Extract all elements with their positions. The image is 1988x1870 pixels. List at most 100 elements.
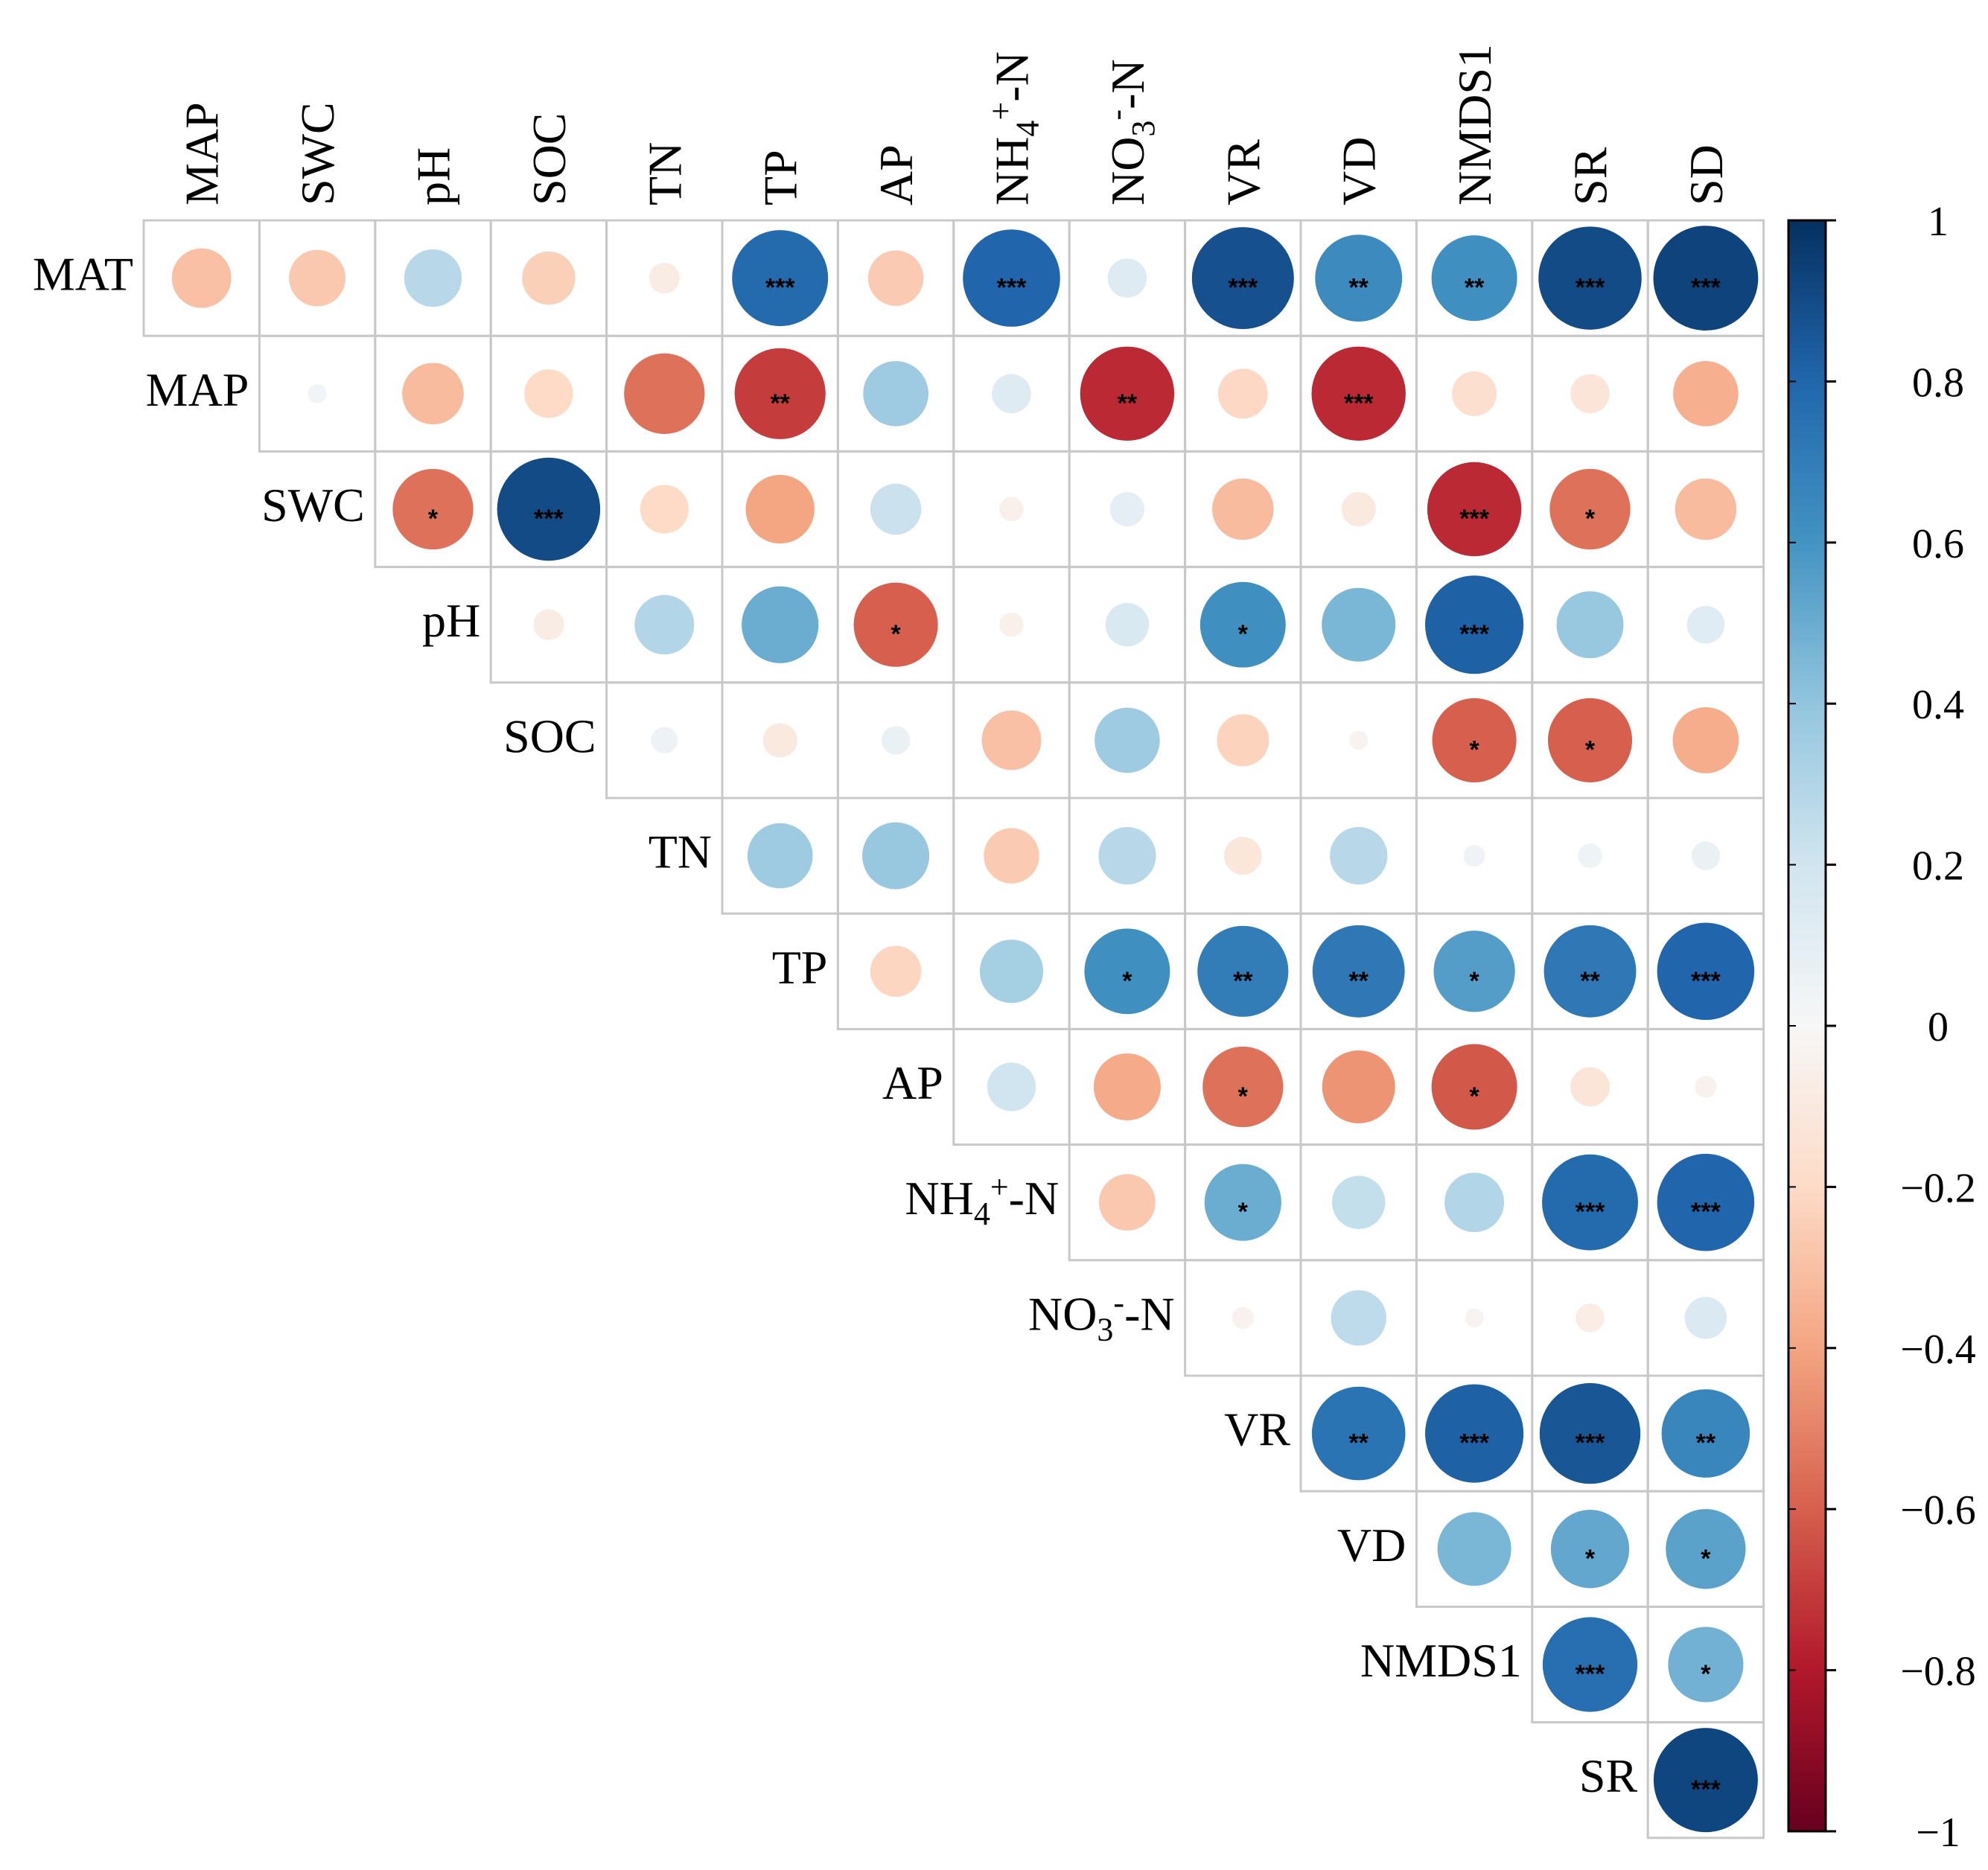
correlation-circle bbox=[1570, 374, 1610, 414]
correlation-circle bbox=[1202, 1046, 1284, 1128]
correlation-circle bbox=[1686, 605, 1725, 644]
colorbar-tick-label: 1 bbox=[1928, 199, 1949, 245]
correlation-circle bbox=[1098, 1174, 1156, 1231]
correlation-circle bbox=[870, 483, 922, 535]
significance-mark: *** bbox=[1691, 1775, 1721, 1804]
significance-mark: * bbox=[1238, 1198, 1249, 1226]
correlation-circle bbox=[1556, 591, 1624, 659]
correlation-circle bbox=[1191, 227, 1294, 330]
significance-mark: ** bbox=[1580, 967, 1600, 995]
column-label: NO3--N bbox=[1098, 59, 1162, 205]
significance-mark: *** bbox=[1459, 1429, 1489, 1458]
significance-mark: ** bbox=[1348, 274, 1369, 302]
correlation-circle bbox=[979, 939, 1044, 1003]
significance-marks: *** *** *** ** ** *** ***** ** **** *** *** ** * ****… bbox=[428, 274, 1721, 1804]
column-label: SOC bbox=[523, 113, 576, 206]
correlation-circle bbox=[1672, 706, 1739, 773]
correlation-circle bbox=[1578, 843, 1602, 868]
column-label: AP bbox=[870, 144, 923, 205]
significance-mark: ** bbox=[1233, 967, 1253, 995]
significance-mark: ** bbox=[1348, 967, 1369, 995]
significance-mark: *** bbox=[1459, 620, 1489, 648]
correlation-circle bbox=[984, 828, 1039, 884]
column-label: pH bbox=[407, 147, 460, 205]
column-label: VD bbox=[1333, 137, 1386, 205]
correlation-circle bbox=[1675, 478, 1737, 540]
correlation-circle bbox=[1549, 468, 1631, 550]
correlation-circle bbox=[1217, 714, 1269, 767]
correlation-circle bbox=[533, 609, 564, 640]
row-label: NMDS1 bbox=[1360, 1634, 1522, 1687]
correlation-circle bbox=[742, 586, 819, 663]
correlation-circle bbox=[1217, 368, 1268, 419]
correlation-circle bbox=[745, 474, 815, 544]
correlation-circle bbox=[1547, 698, 1633, 782]
correlation-circle bbox=[1200, 581, 1286, 668]
correlation-circle bbox=[640, 485, 689, 534]
significance-mark: ** bbox=[1118, 389, 1138, 418]
significance-mark: *** bbox=[765, 274, 795, 302]
correlation-circle bbox=[1084, 928, 1170, 1015]
correlation-circle bbox=[1653, 226, 1759, 331]
correlation-circle bbox=[1330, 826, 1388, 885]
correlation-circle bbox=[1465, 1308, 1484, 1328]
correlation-circle bbox=[1538, 226, 1642, 330]
correlation-circle bbox=[1349, 730, 1369, 750]
row-label: TN bbox=[649, 826, 712, 878]
row-label: pH bbox=[422, 594, 480, 647]
colorbar-tick-label: −0.2 bbox=[1900, 1165, 1976, 1211]
row-label: SWC bbox=[261, 479, 365, 532]
correlation-circle bbox=[881, 726, 911, 755]
correlation-circle bbox=[1432, 698, 1517, 782]
correlation-circle bbox=[392, 468, 474, 550]
correlation-circle bbox=[1431, 1044, 1517, 1130]
correlation-circle bbox=[1315, 234, 1403, 322]
correlation-circle bbox=[1691, 841, 1721, 870]
correlation-circle bbox=[1570, 1067, 1610, 1107]
significance-mark: *** bbox=[1576, 1198, 1605, 1226]
significance-mark: *** bbox=[1228, 274, 1258, 302]
correlation-circle bbox=[1212, 478, 1274, 540]
significance-mark: * bbox=[1238, 1082, 1249, 1111]
correlation-circle bbox=[1653, 1728, 1758, 1833]
significance-mark: * bbox=[1585, 735, 1596, 764]
correlation-circle bbox=[1322, 587, 1396, 662]
column-labels: MAP SWC pH SOC TN TP AP NH4+-N NO3--N VR VD NMDS1 SR… bbox=[176, 44, 1733, 205]
correlation-circle bbox=[1311, 346, 1406, 441]
correlation-circle bbox=[1684, 1297, 1727, 1339]
correlation-circle bbox=[732, 230, 829, 327]
correlation-circle bbox=[870, 945, 922, 998]
correlation-circle bbox=[853, 582, 938, 667]
correlation-circle bbox=[999, 497, 1024, 522]
significance-mark: * bbox=[891, 620, 901, 648]
colorbar-tick-label: −0.8 bbox=[1900, 1649, 1976, 1695]
correlation-circle bbox=[1224, 837, 1262, 875]
correlation-circle bbox=[1657, 922, 1755, 1021]
column-label: SWC bbox=[291, 102, 344, 205]
significance-mark: *** bbox=[1576, 1429, 1605, 1458]
correlation-circle bbox=[981, 710, 1042, 770]
correlation-circle bbox=[862, 822, 930, 890]
colorbar: 1 0.8 0.6 0.4 0.2 0 −0.2 −0.4 −0.6 −0.8 −1 bbox=[1787, 199, 1976, 1856]
significance-mark: *** bbox=[1459, 505, 1489, 533]
correlation-circle bbox=[1661, 1389, 1750, 1478]
significance-mark: *** bbox=[1576, 1660, 1605, 1688]
correlation-circle bbox=[1542, 1617, 1638, 1712]
correlation-circle bbox=[1312, 925, 1405, 1018]
correlation-circle bbox=[1341, 491, 1376, 527]
correlation-circle bbox=[1695, 1076, 1717, 1098]
correlation-circle bbox=[762, 723, 797, 758]
correlation-circle bbox=[1080, 346, 1175, 441]
row-label: SR bbox=[1579, 1749, 1638, 1802]
significance-mark: * bbox=[1469, 1082, 1479, 1111]
significance-mark: ** bbox=[770, 389, 790, 418]
correlation-circle bbox=[522, 251, 576, 305]
correlation-circle bbox=[1433, 931, 1515, 1012]
column-label: SD bbox=[1680, 144, 1733, 205]
correlation-circle bbox=[1232, 1306, 1254, 1329]
correlation-circle bbox=[1539, 1382, 1641, 1484]
correlation-circle bbox=[497, 457, 601, 561]
row-label: SOC bbox=[503, 709, 596, 762]
significance-mark: * bbox=[428, 505, 439, 533]
